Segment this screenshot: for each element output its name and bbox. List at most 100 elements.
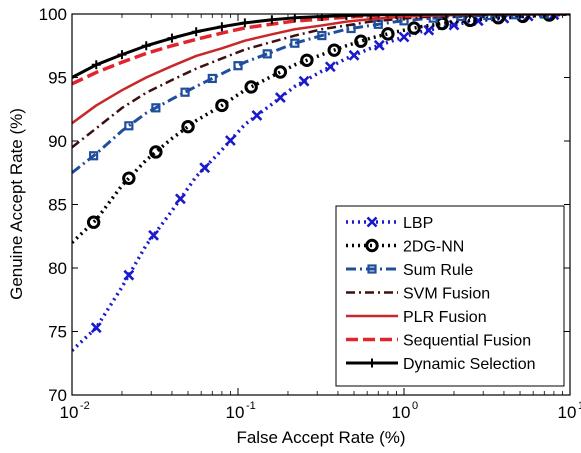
legend: LBP 2DG-NN Sum Rule SVM Fusion PLR Fusion Seq…	[335, 205, 565, 387]
legend-items: LBP 2DG-NN Sum Rule SVM Fusion PLR Fusion Seq…	[346, 215, 536, 373]
x-tick-label: 101	[558, 400, 581, 422]
svg-text:-2: -2	[80, 400, 90, 412]
data-point	[217, 22, 227, 32]
legend-label: Dynamic Selection	[403, 356, 536, 373]
y-axis-label: Genuine Accept Rate (%)	[7, 108, 26, 300]
svg-text:10: 10	[392, 403, 411, 422]
data-point	[274, 92, 286, 104]
data-point	[465, 14, 475, 19]
x-tick-label: 10 -1	[226, 400, 256, 422]
data-point	[148, 229, 159, 241]
y-tick-label: 75	[48, 323, 67, 342]
svg-text:1: 1	[578, 400, 581, 412]
data-point	[373, 39, 385, 51]
data-point	[89, 151, 99, 161]
legend-label: Sum Rule	[403, 262, 473, 279]
legend-label: PLR Fusion	[403, 309, 487, 326]
data-point	[199, 162, 211, 174]
data-point	[167, 33, 177, 43]
data-point	[180, 87, 190, 97]
y-tick-label: 100	[39, 5, 67, 24]
y-tick-label: 95	[48, 69, 67, 88]
data-point	[151, 103, 161, 113]
data-point	[327, 43, 341, 57]
data-point	[298, 75, 310, 87]
data-point	[191, 27, 201, 37]
legend-label: Sequential Fusion	[403, 333, 531, 350]
data-point	[407, 21, 421, 35]
data-point	[149, 145, 163, 159]
data-point	[300, 53, 314, 67]
y-tick-label: 90	[48, 132, 67, 151]
data-point	[86, 215, 101, 229]
legend-marker	[367, 358, 377, 368]
data-point	[290, 14, 300, 23]
series-dynamic-selection	[72, 14, 570, 79]
data-point	[240, 18, 250, 28]
data-point	[324, 61, 336, 73]
data-point	[215, 98, 229, 113]
data-point	[251, 110, 263, 121]
y-tick-label: 80	[48, 259, 67, 278]
legend-marker	[367, 264, 377, 274]
x-tick-label: 10 0	[392, 400, 419, 422]
legend-item: SVM Fusion	[346, 286, 490, 303]
data-point	[91, 60, 101, 70]
data-point	[207, 73, 217, 84]
data-point	[516, 14, 530, 24]
x-tick-label: 10 -2	[60, 400, 90, 422]
data-point	[244, 80, 258, 94]
legend-item: Sequential Fusion	[346, 333, 531, 350]
legend-item: Dynamic Selection	[346, 356, 536, 373]
legend-marker	[366, 216, 378, 228]
data-point	[317, 30, 327, 41]
legend-item: Sum Rule	[346, 262, 473, 279]
series-line	[72, 14, 570, 149]
data-point	[175, 193, 186, 205]
data-point	[354, 34, 368, 48]
data-point	[290, 38, 300, 48]
y-tick-label: 70	[48, 386, 67, 405]
legend-item: PLR Fusion	[346, 309, 487, 326]
data-point	[341, 14, 351, 21]
y-tick-label: 85	[48, 196, 67, 215]
legend-label: SVM Fusion	[403, 286, 490, 303]
data-point	[491, 14, 506, 25]
data-point	[398, 31, 410, 43]
legend-label: 2DG-NN	[403, 239, 464, 256]
data-point	[233, 61, 243, 71]
svg-text:10: 10	[226, 403, 245, 422]
data-point	[224, 135, 236, 146]
svg-text:0: 0	[412, 400, 418, 412]
data-point	[124, 121, 134, 131]
series-svm-fusion	[72, 14, 570, 149]
data-point	[181, 119, 195, 134]
data-point	[267, 15, 277, 25]
data-point	[123, 269, 135, 281]
data-point	[441, 14, 451, 19]
data-point	[366, 14, 376, 20]
data-point	[262, 49, 272, 59]
series-layer	[72, 14, 570, 352]
data-point	[381, 27, 395, 41]
svg-text:10: 10	[60, 403, 79, 422]
data-point	[90, 322, 102, 334]
data-point	[122, 171, 136, 185]
legend-label: LBP	[403, 215, 433, 232]
data-point	[117, 50, 127, 60]
data-point	[348, 49, 360, 61]
legend-item: 2DG-NN	[346, 239, 464, 256]
legend-item: LBP	[346, 215, 433, 232]
svg-text:10: 10	[558, 403, 577, 422]
data-point	[491, 14, 501, 19]
svg-text:-1: -1	[246, 400, 256, 412]
data-point	[141, 41, 151, 51]
data-point	[273, 65, 288, 79]
data-point	[317, 14, 327, 22]
legend-box	[335, 205, 565, 387]
legend-marker	[365, 238, 379, 253]
x-axis-label: False Accept Rate (%)	[236, 428, 405, 447]
data-point	[423, 24, 435, 36]
